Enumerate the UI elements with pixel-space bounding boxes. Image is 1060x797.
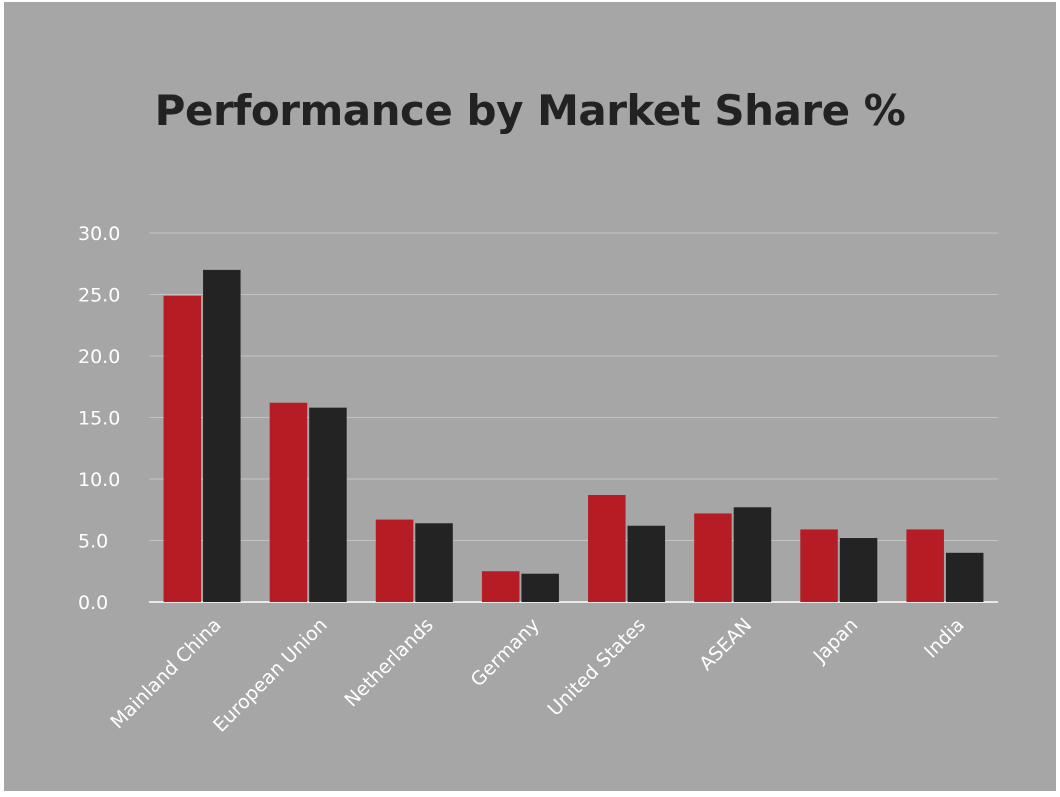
bar-japan-series-1 (800, 529, 838, 602)
bar-asean-series-2 (733, 507, 772, 602)
bar-mainland-china-series-2 (203, 269, 241, 602)
bar-india-series-1 (906, 529, 944, 602)
x-category-label: European Union (209, 614, 332, 737)
bar-india-series-2 (945, 552, 984, 602)
y-axis-ticks: 0.0 5.0 10.0 15.0 20.0 25.0 30.0 (78, 223, 120, 614)
x-category-label: ASEAN (695, 614, 756, 675)
x-category-label: India (920, 614, 969, 663)
bar-united-states-series-2 (627, 525, 666, 602)
bars (163, 269, 984, 602)
x-category-label: Germany (467, 614, 544, 691)
bar-netherlands-series-2 (415, 523, 453, 602)
chart-title: Performance by Market Share % (154, 86, 906, 135)
y-tick-label: 20.0 (78, 346, 120, 368)
bar-germany-series-2 (521, 573, 559, 602)
y-tick-label: 30.0 (78, 223, 120, 245)
bar-netherlands-series-1 (375, 519, 414, 602)
x-category-label: United States (544, 614, 651, 721)
x-category-label: Netherlands (340, 614, 437, 711)
y-tick-label: 25.0 (78, 285, 120, 307)
bar-mainland-china-series-1 (163, 295, 202, 602)
bar-asean-series-1 (694, 513, 732, 602)
x-category-label: Mainland China (106, 614, 225, 733)
bar-united-states-series-1 (588, 494, 626, 602)
x-category-label: Japan (809, 614, 863, 668)
y-tick-label: 0.0 (78, 592, 108, 614)
y-tick-label: 5.0 (78, 531, 108, 553)
bar-european-union-series-1 (269, 402, 308, 602)
bar-chart: 0.0 5.0 10.0 15.0 20.0 25.0 30.0 Mainland Chin… (78, 223, 998, 737)
y-tick-label: 10.0 (78, 469, 120, 491)
bar-european-union-series-2 (309, 407, 347, 602)
bar-japan-series-2 (839, 538, 878, 602)
y-tick-label: 15.0 (78, 408, 120, 430)
bar-germany-series-1 (481, 571, 520, 602)
